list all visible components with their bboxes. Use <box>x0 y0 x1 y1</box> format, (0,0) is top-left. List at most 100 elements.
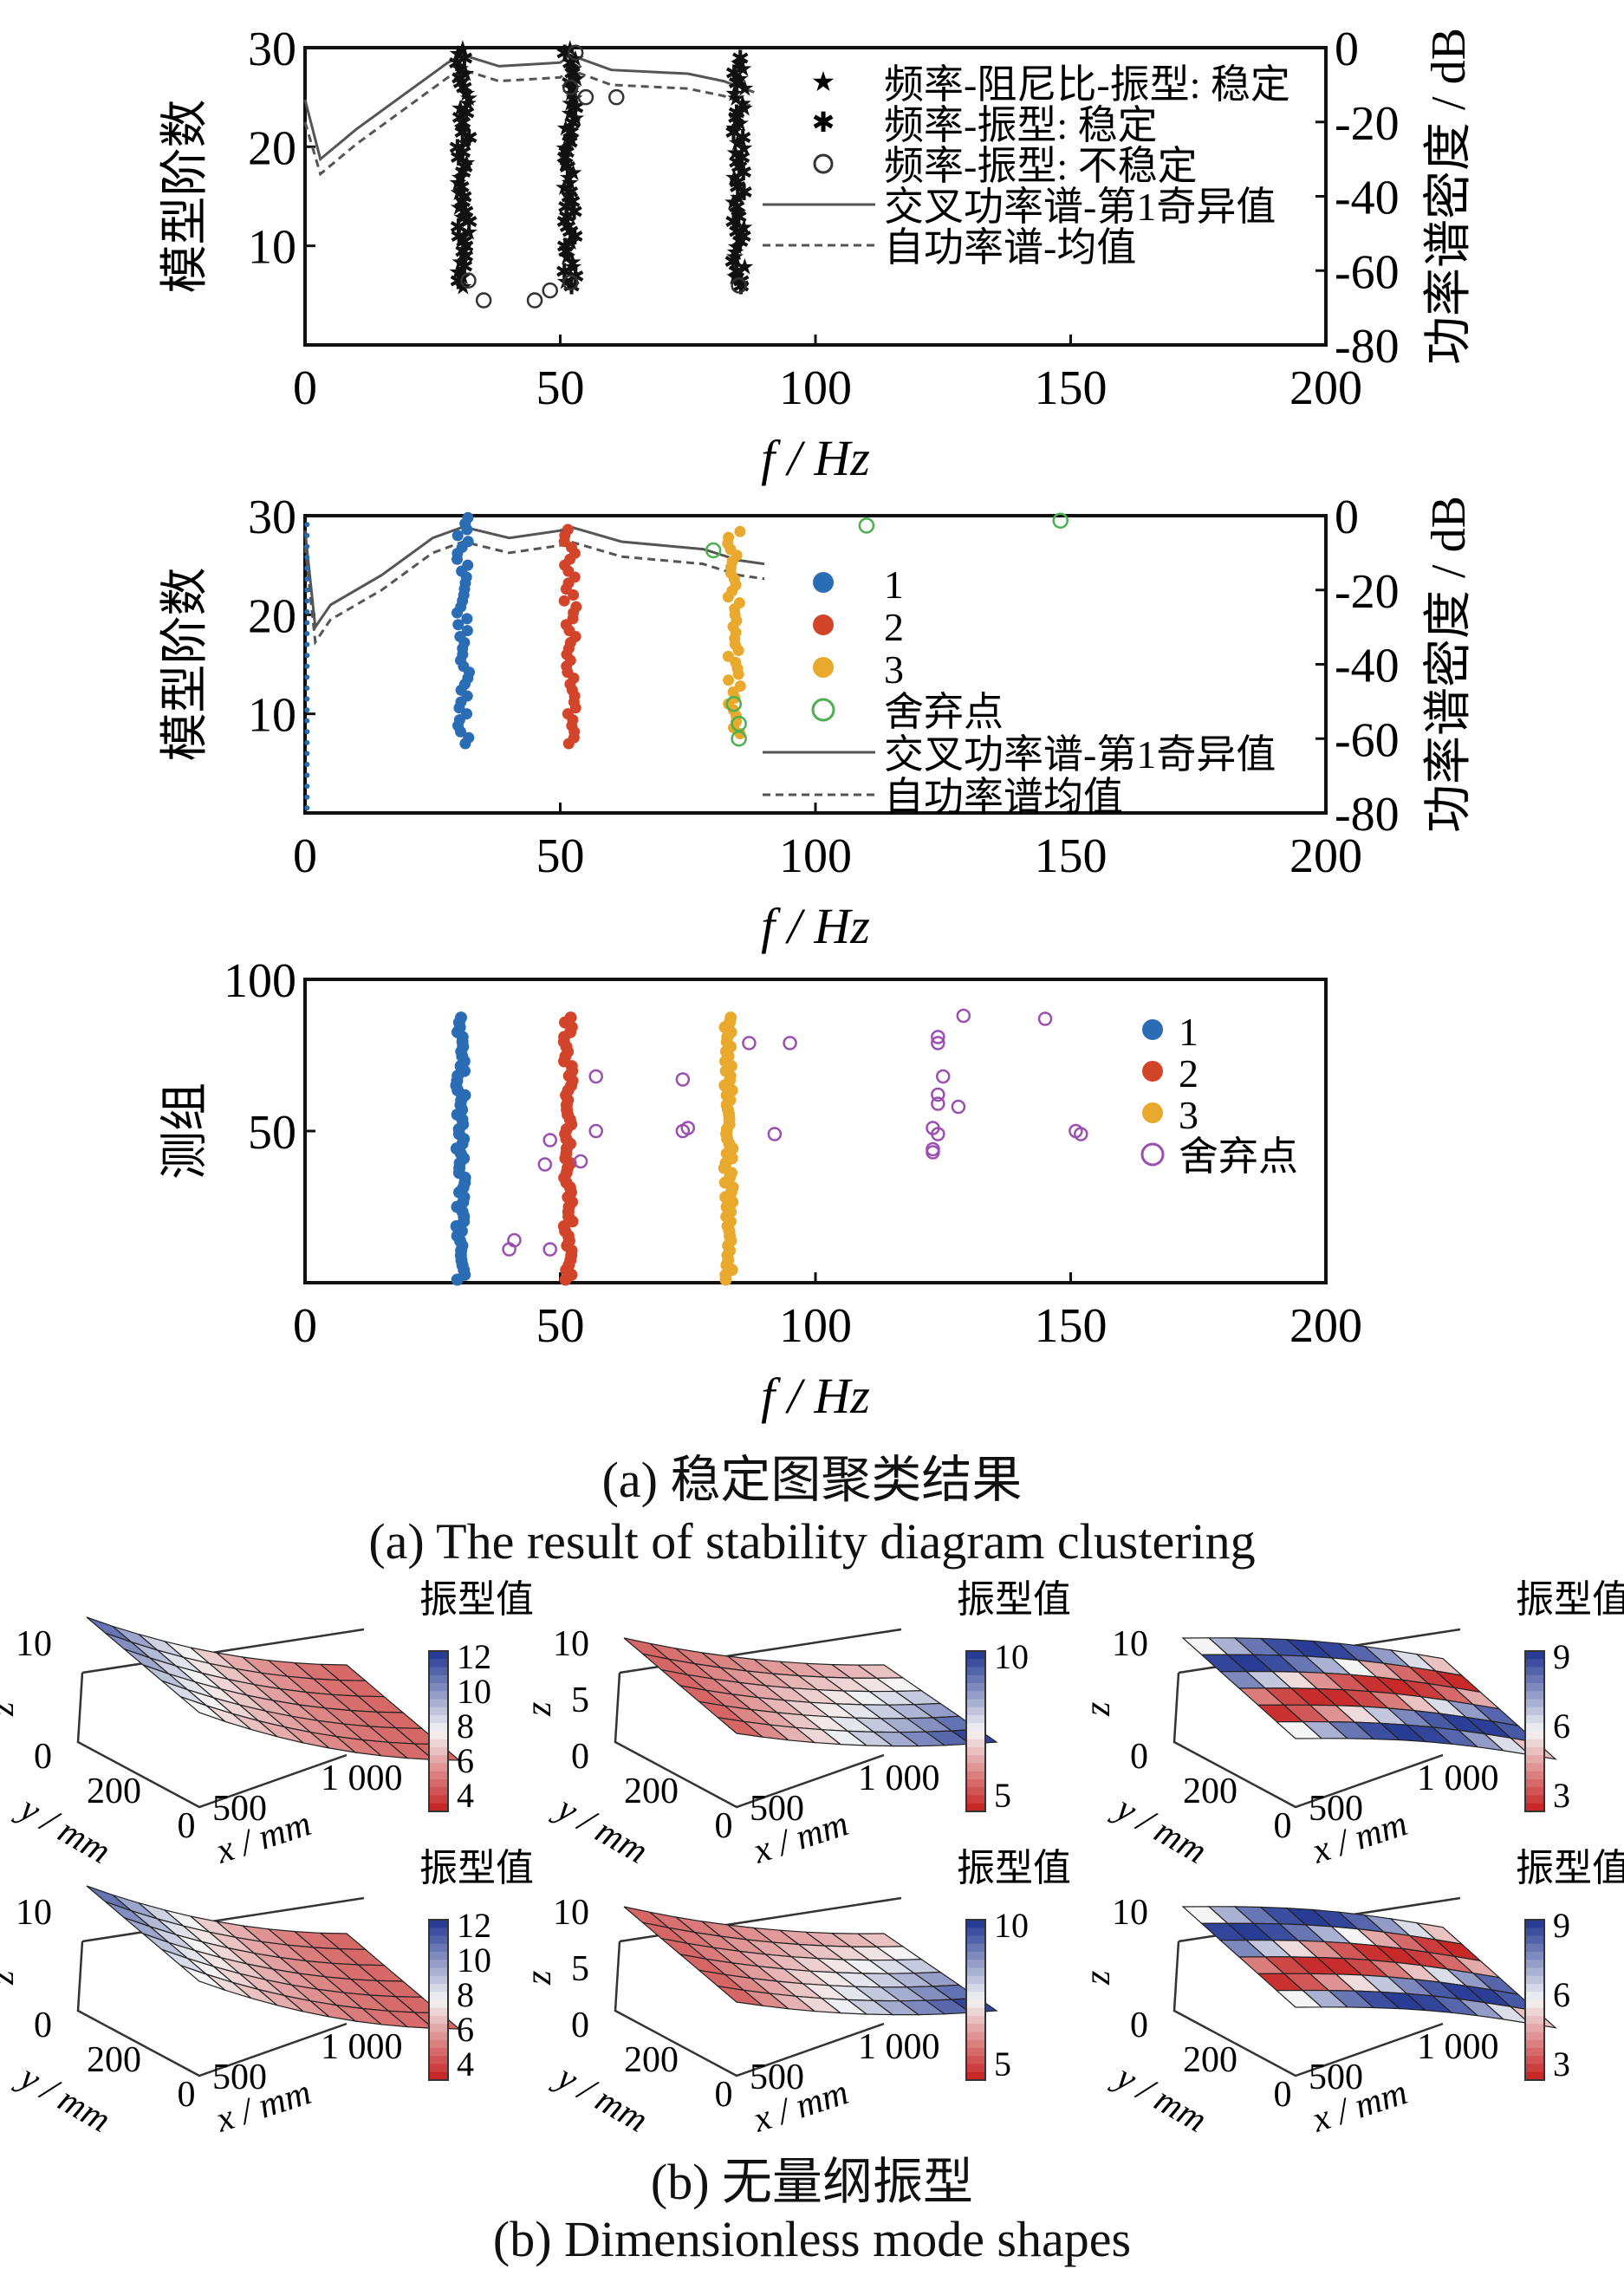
stable-point: ✱ <box>556 195 575 220</box>
colorbar-cell <box>429 1999 448 2009</box>
z-tick-label: 0 <box>34 2006 52 2045</box>
stable-point: ✱ <box>727 220 746 245</box>
colorbar-cell <box>966 2064 985 2073</box>
stable-point: ★ <box>725 140 745 166</box>
stable-point: ✱ <box>730 155 749 180</box>
stable-point: ★ <box>555 135 575 160</box>
z-axis-label: z <box>0 1971 22 1986</box>
colorbar-cell <box>1525 1779 1544 1788</box>
colorbar-tick-label: 9 <box>1553 1906 1570 1945</box>
x-tick-label: 500 <box>212 2058 267 2097</box>
stable-point: ✱ <box>448 135 467 160</box>
stable-point: ✱ <box>450 224 469 250</box>
stable-point: ✱ <box>731 46 750 71</box>
legend-label: 2 <box>1179 1051 1199 1095</box>
stable-point: ★ <box>451 250 471 275</box>
stable-point: ✱ <box>453 120 472 146</box>
y-tick-label: 200 <box>1183 1772 1237 1811</box>
stable-point: ★ <box>564 86 584 111</box>
colorbar-label: 振型值 <box>1516 1847 1624 1889</box>
stable-point: ✱ <box>456 244 475 270</box>
stable-point: ★ <box>450 166 470 191</box>
stable-point: ✱ <box>734 160 753 185</box>
stable-point: ★ <box>730 111 750 136</box>
cluster-1-point <box>461 613 473 625</box>
stable-point: ✱ <box>450 66 469 91</box>
cluster-3-point <box>734 525 746 537</box>
stable-point: ★ <box>448 170 468 195</box>
x-tick-label: 500 <box>1309 2058 1363 2097</box>
stable-point: ✱ <box>459 126 478 151</box>
z-axis-label: z <box>519 1971 559 1986</box>
stable-point: ★ <box>728 185 748 211</box>
stable-point: ★ <box>561 126 581 151</box>
stable-point: ✱ <box>724 210 744 235</box>
stable-point: ★ <box>725 264 745 289</box>
unstable-point <box>562 79 579 95</box>
y2-tick-label: -40 <box>1335 172 1400 225</box>
unstable-point <box>577 88 594 106</box>
y-tick-label: 0 <box>178 1806 196 1846</box>
stable-point: ★ <box>557 244 577 270</box>
y-tick-label: 10 <box>248 221 296 275</box>
colorbar-tick-label: 8 <box>457 1975 474 2014</box>
discarded-point <box>936 1069 951 1084</box>
colorbar-cell <box>1525 1999 1544 2009</box>
colorbar-tick-label: 12 <box>457 1637 491 1676</box>
stable-point: ★ <box>724 115 744 140</box>
stable-point: ★ <box>729 51 749 76</box>
colorbar-cell <box>1525 2071 1544 2081</box>
x-tick-label: 50 <box>536 361 585 415</box>
discarded-point <box>858 517 875 534</box>
colorbar-cell <box>1525 1952 1544 1960</box>
discarded-point <box>588 1123 603 1139</box>
cluster-2-point <box>570 601 582 613</box>
legend-marker <box>1140 1142 1165 1167</box>
discarded-point <box>742 1036 757 1050</box>
edge-point <box>304 761 310 767</box>
stable-point: ✱ <box>557 205 576 230</box>
x-tick-label: 150 <box>1035 361 1108 415</box>
stable-point: ★ <box>449 180 469 205</box>
stable-point: ✱ <box>724 120 744 146</box>
legend-label: 自功率谱均值 <box>884 775 1123 819</box>
x-tick-label: 500 <box>750 2058 804 2097</box>
colorbar-cell <box>1525 2048 1544 2057</box>
stable-point: ★ <box>735 76 755 101</box>
caption-b-en: (b) Dimensionless mode shapes <box>492 2211 1132 2267</box>
colorbar-cell <box>429 2071 448 2081</box>
colorbar-label: 振型值 <box>419 1578 534 1621</box>
colorbar-cell <box>1525 2056 1544 2064</box>
stable-point: ✱ <box>728 170 747 195</box>
stable-point: ✱ <box>731 274 750 299</box>
stable-point: ★ <box>560 101 580 126</box>
stable-point: ✱ <box>561 180 580 205</box>
x-tick-label: 150 <box>1035 829 1108 883</box>
discarded-point <box>1052 512 1069 529</box>
cluster-1-point <box>454 1011 467 1024</box>
cluster-2-point <box>562 523 574 536</box>
colorbar-cell <box>966 2016 985 2025</box>
box-edge <box>76 1896 365 2077</box>
edge-point <box>304 805 310 811</box>
x-axis-label: f / Hz <box>761 1368 870 1424</box>
colorbar-cell <box>429 1952 448 1960</box>
colorbar-cell <box>966 1779 985 1788</box>
colorbar-cell <box>966 2039 985 2049</box>
y2-tick-label: -60 <box>1335 245 1400 299</box>
stable-point: ✱ <box>557 140 576 166</box>
cluster-2-point <box>558 595 570 607</box>
z-axis-label: z <box>1078 1702 1118 1717</box>
stable-point: ★ <box>449 195 469 220</box>
discarded-point <box>767 1127 783 1141</box>
discarded-point <box>783 1036 797 1050</box>
y2-tick-label: -60 <box>1335 713 1400 767</box>
colorbar-cell <box>429 1928 448 1936</box>
y-axis-label: 测组 <box>159 1082 212 1180</box>
colorbar-cell <box>429 1920 448 1928</box>
legend-marker <box>1142 1102 1163 1123</box>
colorbar-cell <box>966 1803 985 1812</box>
unstable-point <box>731 277 747 294</box>
y2-tick-label: -80 <box>1335 788 1400 842</box>
